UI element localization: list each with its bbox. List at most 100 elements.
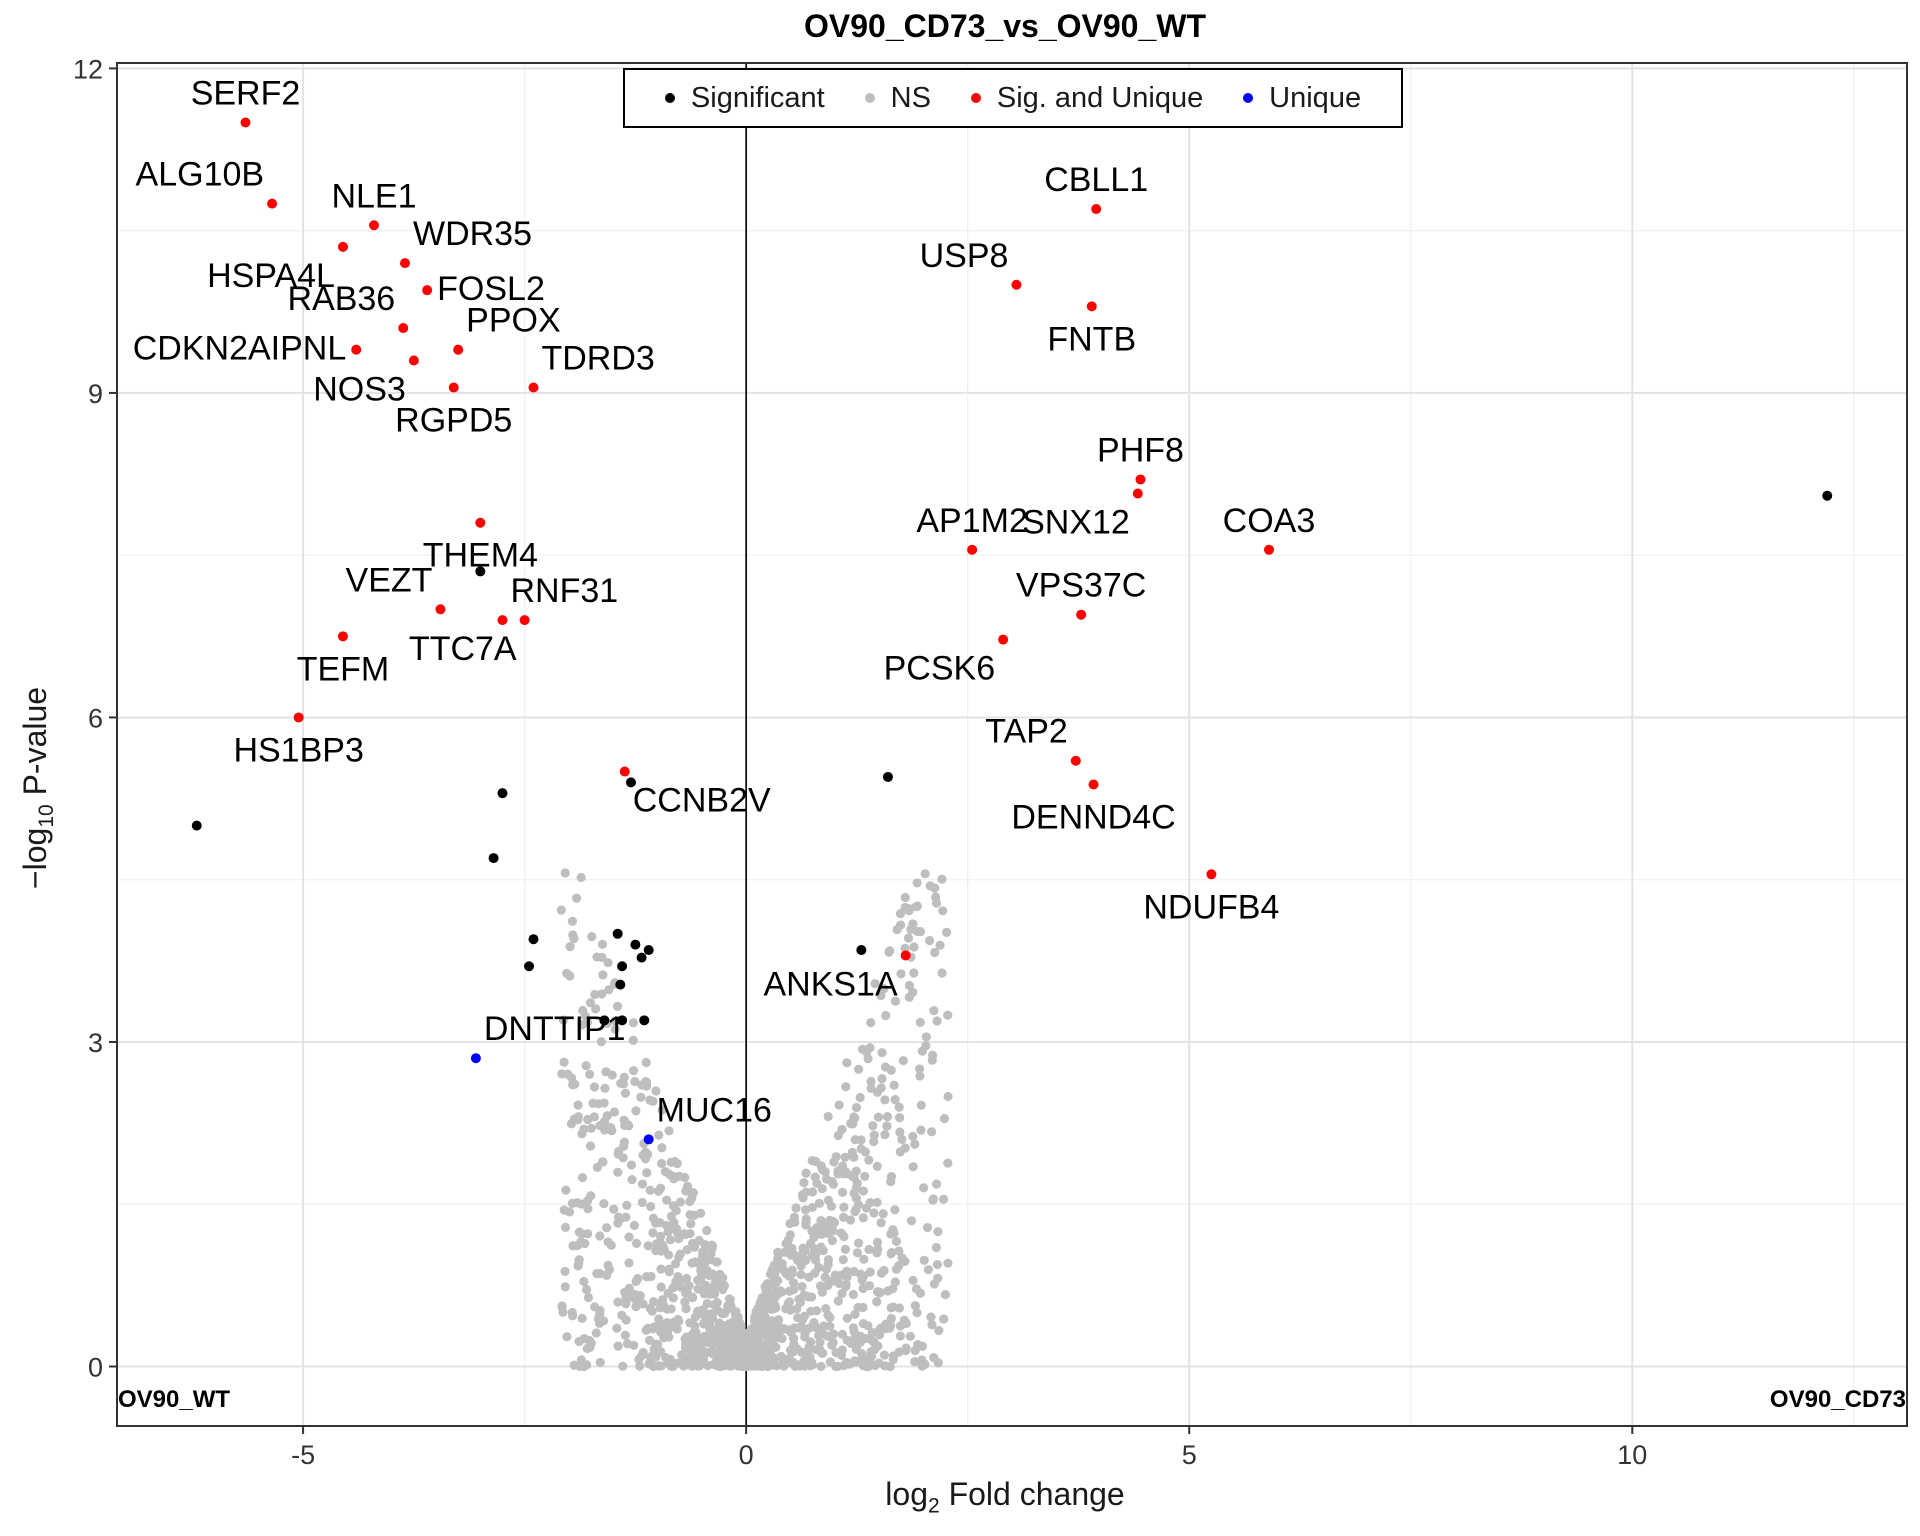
ns-point [852,1248,863,1258]
labeled-point-rgpd5 [448,382,459,393]
ns-point [885,946,895,956]
ns-point [842,1058,852,1068]
ns-point [603,1260,613,1270]
ns-point [851,1193,862,1203]
ns-point [671,1205,681,1216]
ns-point [613,1212,624,1222]
gene-label-tap2: TAP2 [985,713,1068,751]
ns-point [876,990,886,1001]
ns-point [805,1361,815,1371]
significant-point [612,928,623,939]
ns-point [707,1269,717,1279]
labeled-point-anks1a [900,950,911,961]
ns-point [886,1171,897,1182]
gene-label-anks1a: ANKS1A [763,965,897,1003]
ns-point [696,1333,706,1344]
legend-dot [864,93,875,103]
gene-label-fosl2: FOSL2 [437,270,545,308]
ns-point [660,1332,670,1342]
ns-point [574,1336,584,1347]
ns-point [582,1360,592,1370]
ns-point [673,1271,683,1282]
ns-point [858,1283,868,1294]
ns-point [848,1323,859,1333]
significant-points-layer [191,490,1833,1026]
legend-label: NS [890,81,931,114]
ns-point [591,1004,601,1014]
ns-point [561,1185,571,1195]
ns-point [613,1167,623,1177]
ns-point [876,1218,886,1228]
ns-point [896,969,906,979]
legend-dot [970,93,981,103]
ns-point [673,1314,683,1325]
ns-point [675,1249,685,1259]
ns-point [868,1121,878,1131]
ns-point [589,1082,600,1092]
ns-point [588,1098,598,1108]
ns-point [834,1100,844,1110]
ns-point [596,1037,606,1047]
ns-point [837,1187,848,1197]
ns-point [662,1318,672,1328]
ns-point [603,958,613,968]
ns-point [724,1334,735,1344]
ns-point [937,968,947,978]
ns-point [575,1361,585,1371]
labeled-point-pcsk6 [998,634,1009,645]
labeled-point-phf8 [1135,474,1146,485]
ns-point [648,1324,658,1334]
ns-point [935,940,945,950]
ns-point [910,1301,920,1311]
ns-point [825,1312,835,1323]
ns-point [638,1347,648,1358]
labeled-points-layer [240,117,1274,1145]
ns-point [695,1208,706,1218]
ns-point [705,1309,716,1319]
ns-point [880,1095,890,1105]
ns-point [817,1229,827,1240]
significant-point [488,853,499,864]
axis-layer: -5 0 5 10 0 3 6 9 12 [73,54,1908,1470]
ns-point [685,1228,695,1239]
ns-point [869,1345,880,1355]
ns-point [764,1304,774,1314]
ns-point [773,1254,783,1264]
ns-point [931,898,942,908]
ns-point [813,1331,824,1341]
ns-point [556,905,566,915]
ns-point [600,1116,610,1126]
legend-item: Significant [664,82,825,115]
labeled-point-cdkn2aipnl [351,344,362,355]
ns-point [869,1130,879,1140]
labeled-point-hs1bp3 [293,712,304,723]
ns-point [628,1066,639,1076]
ns-point [943,1258,953,1268]
gene-label-coa3: COA3 [1223,502,1316,540]
ns-point [900,943,910,954]
ns-point [921,1041,931,1051]
grid-layer [117,63,1907,1426]
ns-point [578,1005,588,1016]
ns-point [906,1216,917,1226]
corner-label-left: OV90_WT [118,1386,231,1413]
ns-point [568,1241,578,1251]
ns-point [831,1348,841,1358]
labeled-point-usp8 [1011,279,1022,290]
ns-point [579,1124,589,1134]
ns-point [789,1250,799,1260]
ns-point [874,1326,884,1336]
ns-point [662,1195,672,1205]
ns-point [866,1359,876,1369]
ns-point [712,1298,722,1308]
ns-point [573,1261,583,1271]
ns-point [831,1152,841,1162]
ns-point [786,1325,796,1335]
gene-label-hs1bp3: HS1BP3 [233,731,363,769]
ns-point [753,1344,763,1354]
ns-point [672,1324,682,1334]
ns-point [648,1297,659,1307]
gene-label-dennd4c: DENND4C [1011,799,1175,837]
ns-point [633,1273,643,1284]
ns-point [686,1346,696,1356]
